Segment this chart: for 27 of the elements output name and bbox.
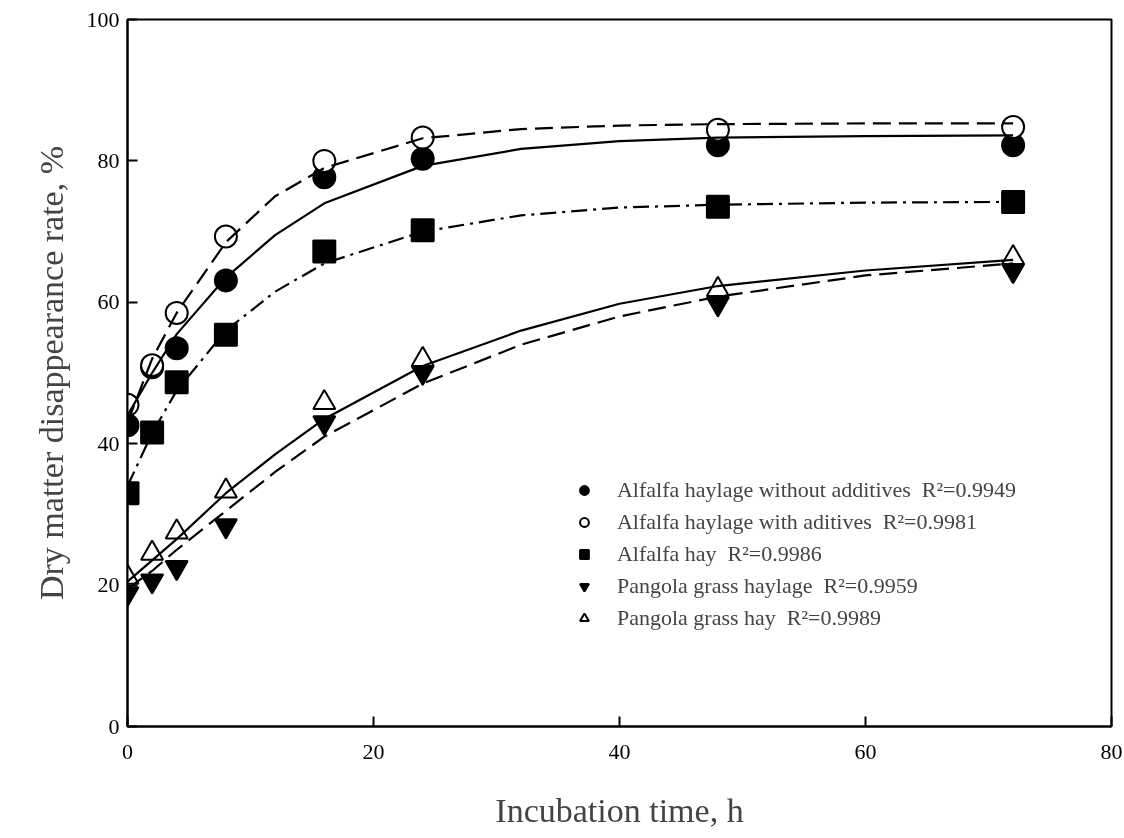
x-tick-label: 20 [362, 738, 385, 764]
x-tick-label: 60 [854, 738, 877, 764]
legend-label: Alfalfa haylage with aditives R²=0.9981 [616, 509, 977, 535]
legend-label: Alfalfa haylage without additives R²=0.9949 [616, 477, 1016, 503]
x-tick-label: 40 [608, 738, 631, 764]
legend-label: Alfalfa hay R²=0.9986 [616, 541, 822, 567]
point [140, 420, 165, 445]
point [164, 336, 189, 361]
point [1001, 189, 1026, 214]
y-axis-title: Dry matter disappearance rate, % [32, 145, 70, 601]
y-tick-label: 0 [108, 713, 120, 739]
point [164, 370, 189, 395]
point [410, 218, 435, 243]
y-tick-label: 100 [86, 6, 120, 32]
point [213, 322, 238, 347]
legend-label: Pangola grass hay R²=0.9989 [616, 605, 882, 631]
y-tick-label: 60 [97, 289, 120, 315]
point [312, 148, 337, 173]
x-axis-title: Incubation time, h [495, 791, 744, 829]
y-tick-label: 80 [97, 147, 120, 173]
point [705, 194, 730, 219]
legend-label: Pangola grass haylage R²=0.9959 [616, 573, 918, 599]
point [213, 224, 238, 249]
y-tick-label: 40 [97, 430, 120, 456]
y-tick-label: 20 [97, 572, 120, 598]
x-tick-label: 80 [1100, 738, 1123, 764]
point [312, 239, 337, 264]
